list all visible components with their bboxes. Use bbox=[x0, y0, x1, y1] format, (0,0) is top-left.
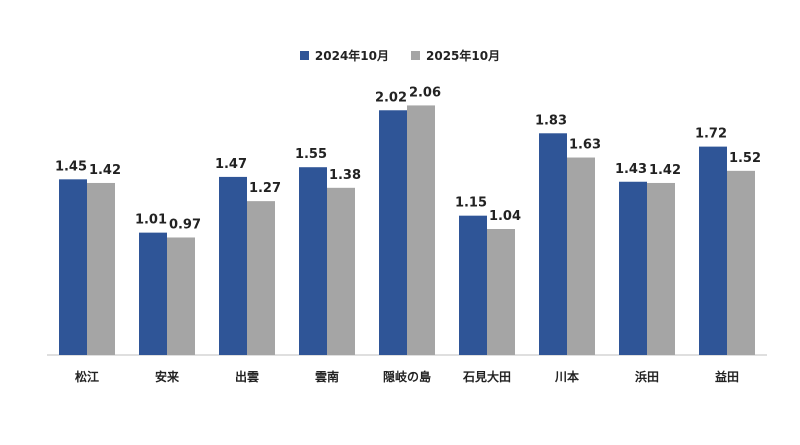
bar-2025-3 bbox=[327, 187, 355, 355]
value-label-2024-0: 1.45 bbox=[55, 159, 87, 174]
category-label-4: 隠岐の島 bbox=[383, 369, 431, 384]
category-label-6: 川本 bbox=[554, 369, 579, 384]
value-label-2024-7: 1.43 bbox=[615, 162, 647, 177]
bar-2025-8 bbox=[727, 170, 755, 355]
value-label-2024-5: 1.15 bbox=[455, 196, 487, 211]
value-label-2025-1: 0.97 bbox=[169, 217, 201, 232]
value-label-2025-6: 1.63 bbox=[569, 138, 601, 153]
bar-2025-2 bbox=[247, 201, 275, 355]
category-label-5: 石見大田 bbox=[462, 369, 511, 384]
value-label-2024-2: 1.47 bbox=[215, 157, 247, 172]
category-label-8: 益田 bbox=[715, 369, 739, 384]
value-label-2024-6: 1.83 bbox=[535, 113, 567, 128]
bar-2025-4 bbox=[407, 105, 435, 355]
value-label-2024-1: 1.01 bbox=[135, 213, 167, 228]
legend-swatch-2025 bbox=[411, 51, 420, 60]
bar-2025-6 bbox=[567, 157, 595, 355]
category-label-0: 松江 bbox=[75, 369, 99, 384]
legend: 2024年10月 2025年10月 bbox=[0, 47, 800, 64]
category-label-2: 出雲 bbox=[235, 369, 259, 384]
value-label-2024-8: 1.72 bbox=[695, 127, 727, 142]
value-label-2024-4: 2.02 bbox=[375, 90, 407, 105]
bar-2024-0 bbox=[59, 179, 87, 355]
bar-2025-7 bbox=[647, 182, 675, 355]
bar-2025-5 bbox=[487, 229, 515, 355]
category-label-1: 安来 bbox=[155, 369, 180, 384]
legend-item-2024: 2024年10月 bbox=[299, 47, 389, 64]
value-label-2025-8: 1.52 bbox=[729, 151, 761, 166]
value-label-2025-7: 1.42 bbox=[649, 163, 681, 178]
bar-2024-7 bbox=[619, 181, 647, 355]
bar-2024-4 bbox=[379, 110, 407, 356]
bar-2025-1 bbox=[167, 237, 195, 355]
category-label-3: 雲南 bbox=[315, 369, 339, 384]
value-label-2025-2: 1.27 bbox=[249, 181, 281, 196]
legend-label-2025: 2025年10月 bbox=[426, 49, 501, 63]
value-label-2025-4: 2.06 bbox=[409, 85, 441, 100]
bar-2025-0 bbox=[87, 182, 115, 355]
bar-2024-3 bbox=[299, 167, 327, 355]
value-label-2024-3: 1.55 bbox=[295, 147, 327, 162]
value-label-2025-5: 1.04 bbox=[489, 209, 521, 224]
legend-swatch-2024 bbox=[299, 51, 309, 60]
value-label-2025-3: 1.38 bbox=[329, 168, 361, 183]
legend-label-2024: 2024年10月 bbox=[314, 49, 389, 63]
legend-item-2025: 2025年10月 bbox=[411, 47, 500, 64]
bar-2024-1 bbox=[139, 232, 167, 355]
bar-2024-6 bbox=[539, 133, 567, 355]
bar-2024-8 bbox=[699, 146, 727, 355]
bar-2024-5 bbox=[459, 215, 487, 355]
category-label-7: 浜田 bbox=[635, 369, 659, 384]
value-label-2025-0: 1.42 bbox=[89, 163, 121, 178]
bar-2024-2 bbox=[219, 176, 247, 355]
